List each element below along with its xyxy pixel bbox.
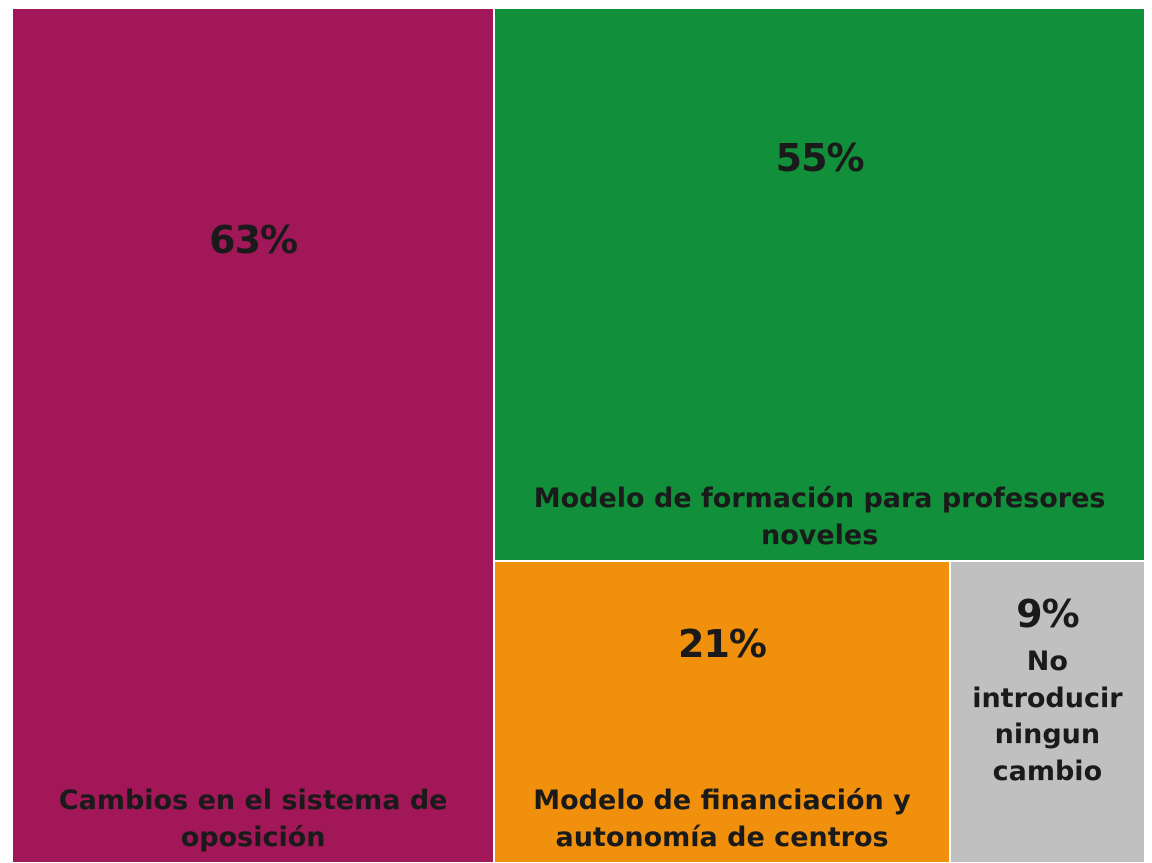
category-label: Cambios en el sistema de oposición bbox=[58, 785, 448, 853]
category-label: Modelo de financiación y autonomía de ce… bbox=[533, 785, 911, 853]
value-label: 63% bbox=[209, 217, 298, 262]
treemap-cell: 55% Modelo de formación para profesores n… bbox=[494, 8, 1145, 562]
treemap-cell: 9% No introducir ningun cambio bbox=[949, 561, 1145, 863]
category-label: No introducir ningun cambio bbox=[972, 646, 1123, 787]
treemap-cell: 63% Cambios en el sistema de oposición bbox=[12, 8, 495, 863]
category-label: Modelo de formación para profesores nove… bbox=[533, 483, 1106, 551]
value-label: 55% bbox=[775, 136, 865, 181]
value-label: 21% bbox=[678, 621, 767, 666]
value-label: 9% bbox=[1016, 592, 1080, 637]
treemap-cell: 21% Modelo de financiación y autonomía de… bbox=[494, 561, 950, 863]
